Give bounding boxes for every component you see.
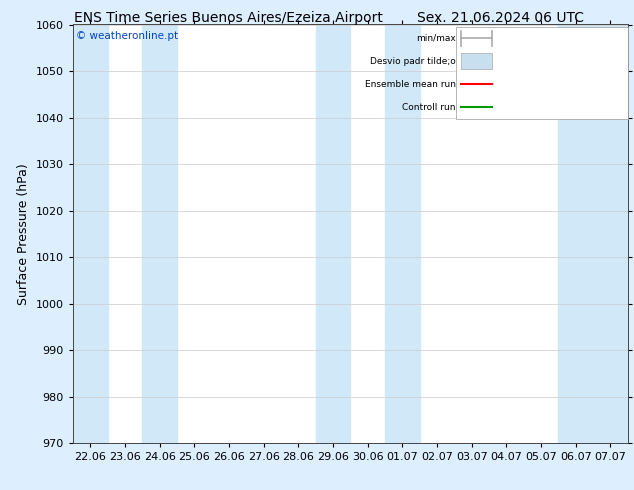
Bar <box>593 24 628 443</box>
Text: Ensemble mean run: Ensemble mean run <box>365 80 456 89</box>
Bar <box>316 24 350 443</box>
Bar <box>385 24 420 443</box>
Bar <box>559 24 593 443</box>
Text: ENS Time Series Buenos Aires/Ezeiza Airport: ENS Time Series Buenos Aires/Ezeiza Airp… <box>74 11 383 25</box>
Text: Sex. 21.06.2024 06 UTC: Sex. 21.06.2024 06 UTC <box>417 11 585 25</box>
Bar <box>142 24 177 443</box>
Bar <box>73 24 108 443</box>
Text: Controll run: Controll run <box>402 103 456 112</box>
FancyBboxPatch shape <box>456 26 628 119</box>
Text: min/max: min/max <box>416 34 456 43</box>
Bar <box>462 53 492 69</box>
Text: © weatheronline.pt: © weatheronline.pt <box>75 31 178 41</box>
Text: Desvio padr tilde;o: Desvio padr tilde;o <box>370 57 456 66</box>
Y-axis label: Surface Pressure (hPa): Surface Pressure (hPa) <box>17 163 30 305</box>
